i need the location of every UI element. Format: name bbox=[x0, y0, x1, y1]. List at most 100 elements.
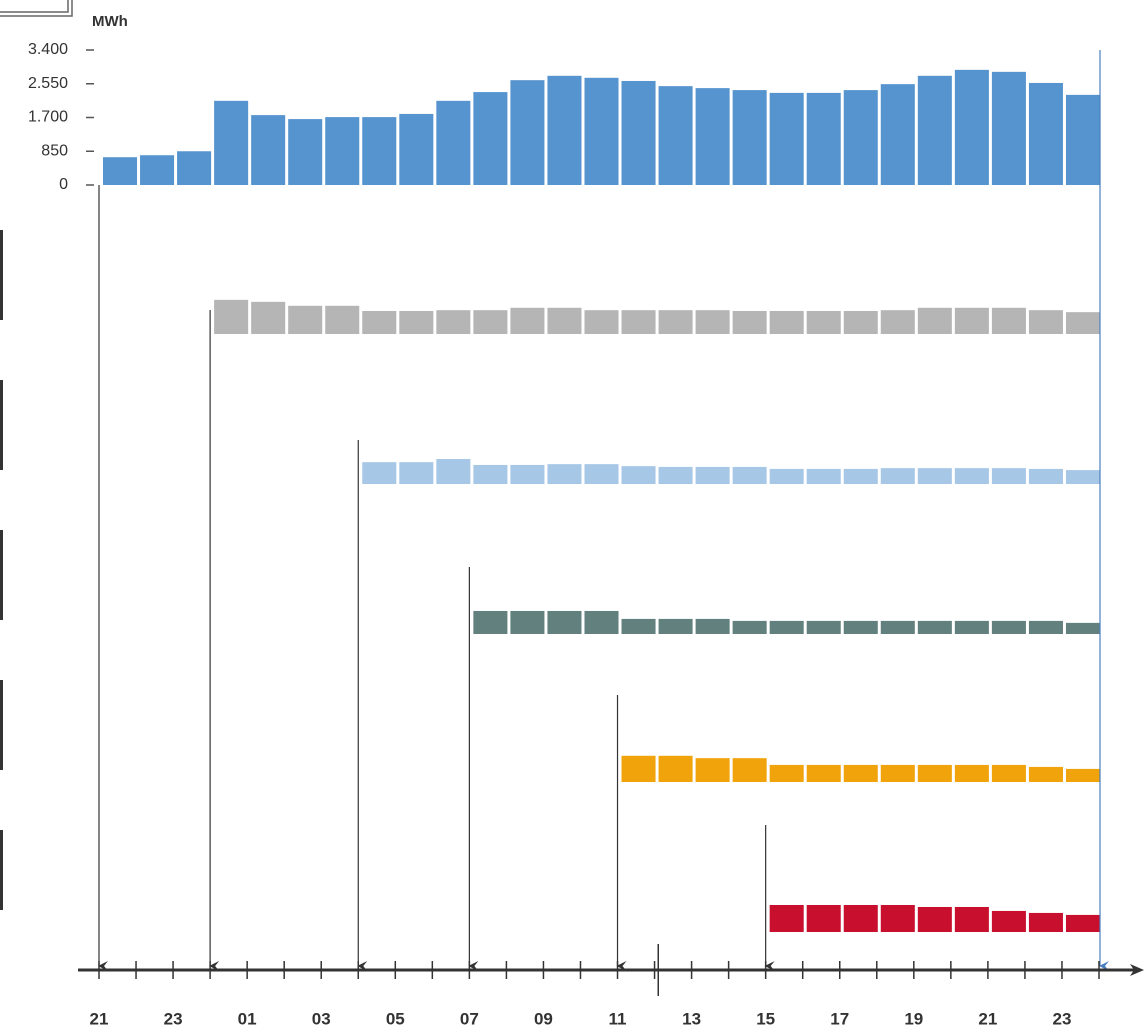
bar bbox=[843, 468, 878, 484]
bar bbox=[917, 764, 952, 782]
bar bbox=[843, 905, 878, 932]
x-tick-label: 01 bbox=[238, 1009, 257, 1028]
bar bbox=[325, 305, 360, 334]
bar bbox=[214, 299, 249, 334]
bar bbox=[621, 466, 656, 484]
bar bbox=[880, 764, 915, 782]
bar bbox=[954, 764, 989, 782]
bar bbox=[1065, 622, 1100, 634]
bar bbox=[695, 466, 730, 484]
y-tick-label: 850 bbox=[41, 142, 68, 159]
bar bbox=[399, 462, 434, 484]
bar bbox=[769, 620, 804, 634]
bar bbox=[436, 100, 471, 185]
bar bbox=[658, 755, 693, 782]
bar bbox=[214, 100, 249, 185]
bar bbox=[1028, 82, 1063, 185]
bar bbox=[917, 620, 952, 634]
x-tick-label: 17 bbox=[830, 1009, 849, 1028]
bar bbox=[436, 310, 471, 334]
bar bbox=[1065, 768, 1100, 782]
bar bbox=[991, 307, 1026, 334]
bar bbox=[1028, 468, 1063, 484]
bar bbox=[362, 462, 397, 484]
x-tick-label: 05 bbox=[386, 1009, 405, 1028]
bar bbox=[103, 157, 138, 185]
bar bbox=[954, 620, 989, 634]
bar bbox=[880, 905, 915, 932]
x-tick-label: 13 bbox=[682, 1009, 701, 1028]
bar bbox=[695, 618, 730, 634]
bar bbox=[621, 618, 656, 634]
bar bbox=[695, 88, 730, 185]
bar bbox=[288, 305, 323, 334]
bar bbox=[473, 610, 508, 634]
bar bbox=[362, 310, 397, 334]
bar bbox=[510, 307, 545, 334]
bar bbox=[473, 310, 508, 334]
bar bbox=[547, 75, 582, 185]
y-axis-unit: MWh bbox=[92, 13, 128, 30]
bar bbox=[806, 310, 841, 334]
bar bbox=[843, 620, 878, 634]
frame-corner bbox=[0, 0, 73, 17]
bar bbox=[658, 466, 693, 484]
x-tick-label: 23 bbox=[164, 1009, 183, 1028]
bar bbox=[658, 618, 693, 634]
bar bbox=[732, 620, 767, 634]
bar bbox=[584, 310, 619, 334]
bar bbox=[843, 310, 878, 334]
bar bbox=[732, 310, 767, 334]
bar bbox=[769, 764, 804, 782]
bar bbox=[991, 764, 1026, 782]
bar bbox=[547, 464, 582, 484]
bar bbox=[621, 80, 656, 185]
bar bbox=[954, 906, 989, 932]
x-axis-arrow bbox=[1130, 964, 1144, 976]
bar bbox=[917, 75, 952, 185]
bar bbox=[547, 610, 582, 634]
x-tick-label: 15 bbox=[756, 1009, 775, 1028]
bar bbox=[806, 620, 841, 634]
bar bbox=[806, 468, 841, 484]
bar bbox=[473, 92, 508, 185]
bar bbox=[1028, 620, 1063, 634]
x-tick-label: 03 bbox=[312, 1009, 331, 1028]
bar bbox=[917, 468, 952, 484]
bar bbox=[991, 620, 1026, 634]
y-tick-label: 1.700 bbox=[28, 109, 68, 126]
bar bbox=[843, 90, 878, 185]
bar bbox=[806, 92, 841, 185]
bar bbox=[436, 458, 471, 484]
bar bbox=[584, 77, 619, 185]
bar bbox=[399, 310, 434, 334]
bar bbox=[880, 620, 915, 634]
bar bbox=[991, 71, 1026, 185]
bar bbox=[769, 92, 804, 185]
bar bbox=[991, 468, 1026, 484]
bar bbox=[1028, 310, 1063, 334]
bar bbox=[1065, 470, 1100, 484]
bar bbox=[769, 310, 804, 334]
bar bbox=[732, 90, 767, 185]
bar bbox=[177, 151, 212, 185]
bar bbox=[1028, 766, 1063, 782]
bar bbox=[954, 468, 989, 484]
bar bbox=[1065, 914, 1100, 932]
y-tick-label: 0 bbox=[59, 176, 68, 193]
bar bbox=[769, 468, 804, 484]
bar bbox=[547, 307, 582, 334]
bar bbox=[510, 80, 545, 185]
bar bbox=[658, 86, 693, 185]
bar bbox=[695, 310, 730, 334]
bar bbox=[510, 464, 545, 484]
bar bbox=[288, 119, 323, 185]
bar bbox=[658, 310, 693, 334]
bar bbox=[917, 307, 952, 334]
bar bbox=[806, 905, 841, 932]
bar bbox=[621, 310, 656, 334]
bar bbox=[769, 905, 804, 932]
bar bbox=[732, 758, 767, 782]
x-tick-label: 09 bbox=[534, 1009, 553, 1028]
bar bbox=[991, 910, 1026, 932]
